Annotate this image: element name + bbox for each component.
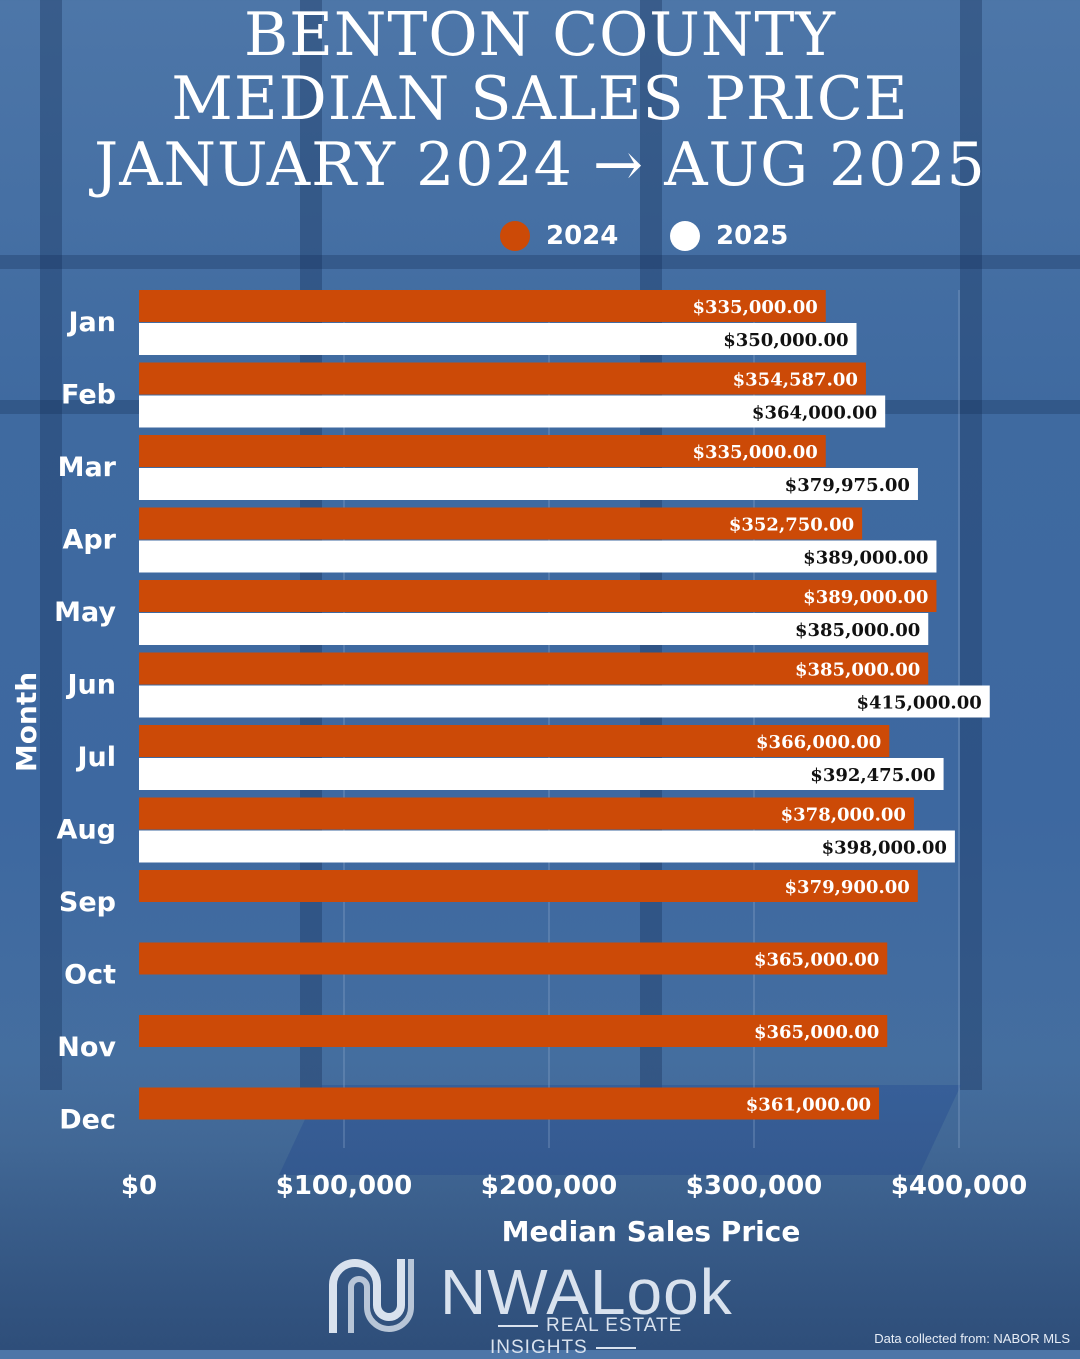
data-label-2025: $392,475.00 — [810, 765, 935, 786]
x-tick-label: $300,000 — [686, 1171, 823, 1201]
bar-2024 — [139, 942, 888, 975]
data-label-2024: $378,000.00 — [781, 805, 906, 826]
data-label-2024: $361,000.00 — [746, 1095, 871, 1116]
data-label-2025: $350,000.00 — [723, 330, 848, 351]
legend-label-2024: 2024 — [546, 221, 619, 251]
bar-2024 — [139, 870, 918, 902]
bar-2025 — [139, 395, 886, 428]
chart-title-line-1: BENTON COUNTY — [244, 0, 836, 70]
bar-2024 — [139, 362, 866, 395]
bar-2024 — [139, 797, 914, 830]
nwalook-logo: NWALook REAL ESTATE INSIGHTS — [325, 1255, 765, 1358]
data-label-2024: $335,000.00 — [692, 442, 817, 463]
logo-mark-icon — [329, 1259, 414, 1333]
x-tick-label: $0 — [121, 1171, 157, 1201]
data-label-2024: $366,000.00 — [756, 732, 881, 753]
y-tick-label: May — [54, 597, 116, 628]
bar-2025 — [139, 758, 944, 790]
bar-2024 — [139, 507, 863, 540]
y-tick-label: Jul — [75, 742, 116, 773]
bar-2024 — [139, 290, 826, 322]
data-label-2025: $379,975.00 — [785, 475, 910, 496]
chart-title-line-3: JANUARY 2024 → AUG 2025 — [94, 130, 986, 200]
data-label-2024: $389,000.00 — [803, 587, 928, 608]
bar-2024 — [139, 580, 937, 612]
legend-item-2025: 2025 — [670, 220, 788, 252]
y-tick-label: Sep — [59, 887, 116, 918]
data-label-2024: $385,000.00 — [795, 660, 920, 681]
data-label-2024: $354,587.00 — [733, 370, 858, 391]
bar-2024 — [139, 725, 890, 757]
x-tick-label: $400,000 — [891, 1171, 1028, 1201]
legend-label-2025: 2025 — [716, 221, 789, 251]
y-tick-label: Jun — [66, 670, 117, 701]
data-label-2025: $385,000.00 — [795, 620, 920, 641]
bar-2024 — [139, 1087, 880, 1120]
x-axis-title: Median Sales Price — [502, 1215, 801, 1248]
y-tick-label: Dec — [59, 1105, 116, 1136]
data-label-2025: $364,000.00 — [752, 403, 877, 424]
bar-2024 — [139, 652, 929, 685]
y-tick-label: Feb — [61, 380, 116, 411]
bar-2025 — [139, 540, 937, 573]
x-tick-label: $200,000 — [481, 1171, 618, 1201]
y-tick-label: Oct — [64, 960, 116, 991]
y-axis-title: Month — [10, 672, 43, 772]
bar-2025 — [139, 468, 918, 500]
chart-title-line-2: MEDIAN SALES PRICE — [171, 64, 909, 134]
bar-2025 — [139, 323, 857, 355]
legend-dot-2024 — [500, 221, 530, 251]
y-tick-label: Nov — [57, 1032, 116, 1063]
bar-2024 — [139, 1015, 888, 1047]
legend-dot-2025 — [670, 221, 700, 251]
data-source-note: Data collected from: NABOR MLS — [874, 1331, 1070, 1346]
data-label-2024: $379,900.00 — [785, 877, 910, 898]
bar-2025 — [139, 613, 929, 645]
data-label-2024: $365,000.00 — [754, 950, 879, 971]
data-label-2024: $365,000.00 — [754, 1022, 879, 1043]
data-label-2025: $415,000.00 — [856, 693, 981, 714]
bar-2025 — [139, 685, 990, 718]
data-label-2025: $389,000.00 — [803, 548, 928, 569]
x-tick-label: $100,000 — [276, 1171, 413, 1201]
bar-2024 — [139, 435, 826, 467]
y-tick-label: Apr — [62, 525, 116, 556]
y-tick-label: Jan — [67, 307, 117, 338]
bar-2025 — [139, 830, 955, 863]
data-label-2024: $352,750.00 — [729, 515, 854, 536]
data-label-2025: $398,000.00 — [822, 838, 947, 859]
y-tick-label: Aug — [57, 815, 116, 846]
legend-item-2024: 2024 — [500, 220, 618, 252]
data-label-2024: $335,000.00 — [692, 297, 817, 318]
y-tick-label: Mar — [58, 452, 117, 483]
logo-tagline: REAL ESTATE INSIGHTS — [490, 1315, 765, 1359]
